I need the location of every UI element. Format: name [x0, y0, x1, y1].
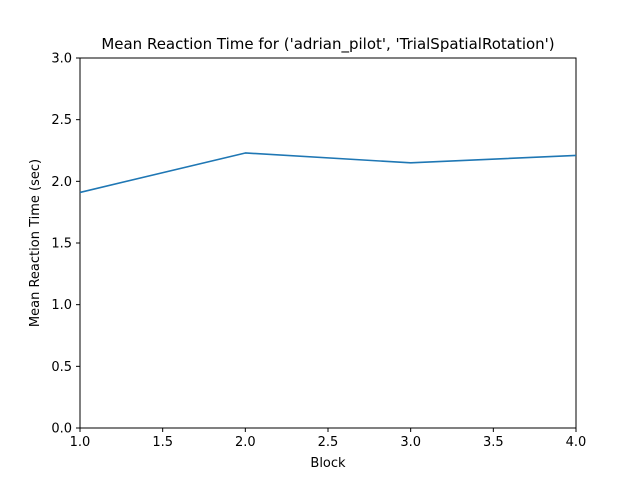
y-axis: 0.0 0.5 1.0 1.5 2.0 2.5 3.0 [51, 52, 80, 437]
y-tick-label: 0.0 [51, 422, 72, 437]
chart-title: Mean Reaction Time for ('adrian_pilot', … [101, 35, 554, 54]
y-tick-label: 3.0 [51, 52, 72, 67]
x-tick-label: 3.0 [400, 435, 421, 450]
series-line [79, 152, 577, 194]
plot-frame [79, 57, 577, 429]
y-tick-label: 2.5 [51, 113, 72, 128]
x-axis-label: Block [310, 456, 346, 471]
x-tick-label: 2.5 [318, 435, 339, 450]
y-tick-label: 1.5 [51, 237, 72, 252]
x-tick-label: 4.0 [566, 435, 587, 450]
y-tick-label: 0.5 [51, 360, 72, 375]
x-tick-label: 1.0 [70, 435, 91, 450]
plot-area [79, 57, 577, 429]
y-axis-label: Mean Reaction Time (sec) [28, 159, 43, 327]
y-tick-label: 1.0 [51, 298, 72, 313]
x-tick-label: 2.0 [235, 435, 256, 450]
series-layer [79, 152, 577, 194]
y-tick-label: 2.0 [51, 175, 72, 190]
x-tick-label: 3.5 [483, 435, 504, 450]
x-axis: 1.0 1.5 2.0 2.5 3.0 3.5 4.0 [70, 428, 587, 450]
x-tick-label: 1.5 [152, 435, 173, 450]
